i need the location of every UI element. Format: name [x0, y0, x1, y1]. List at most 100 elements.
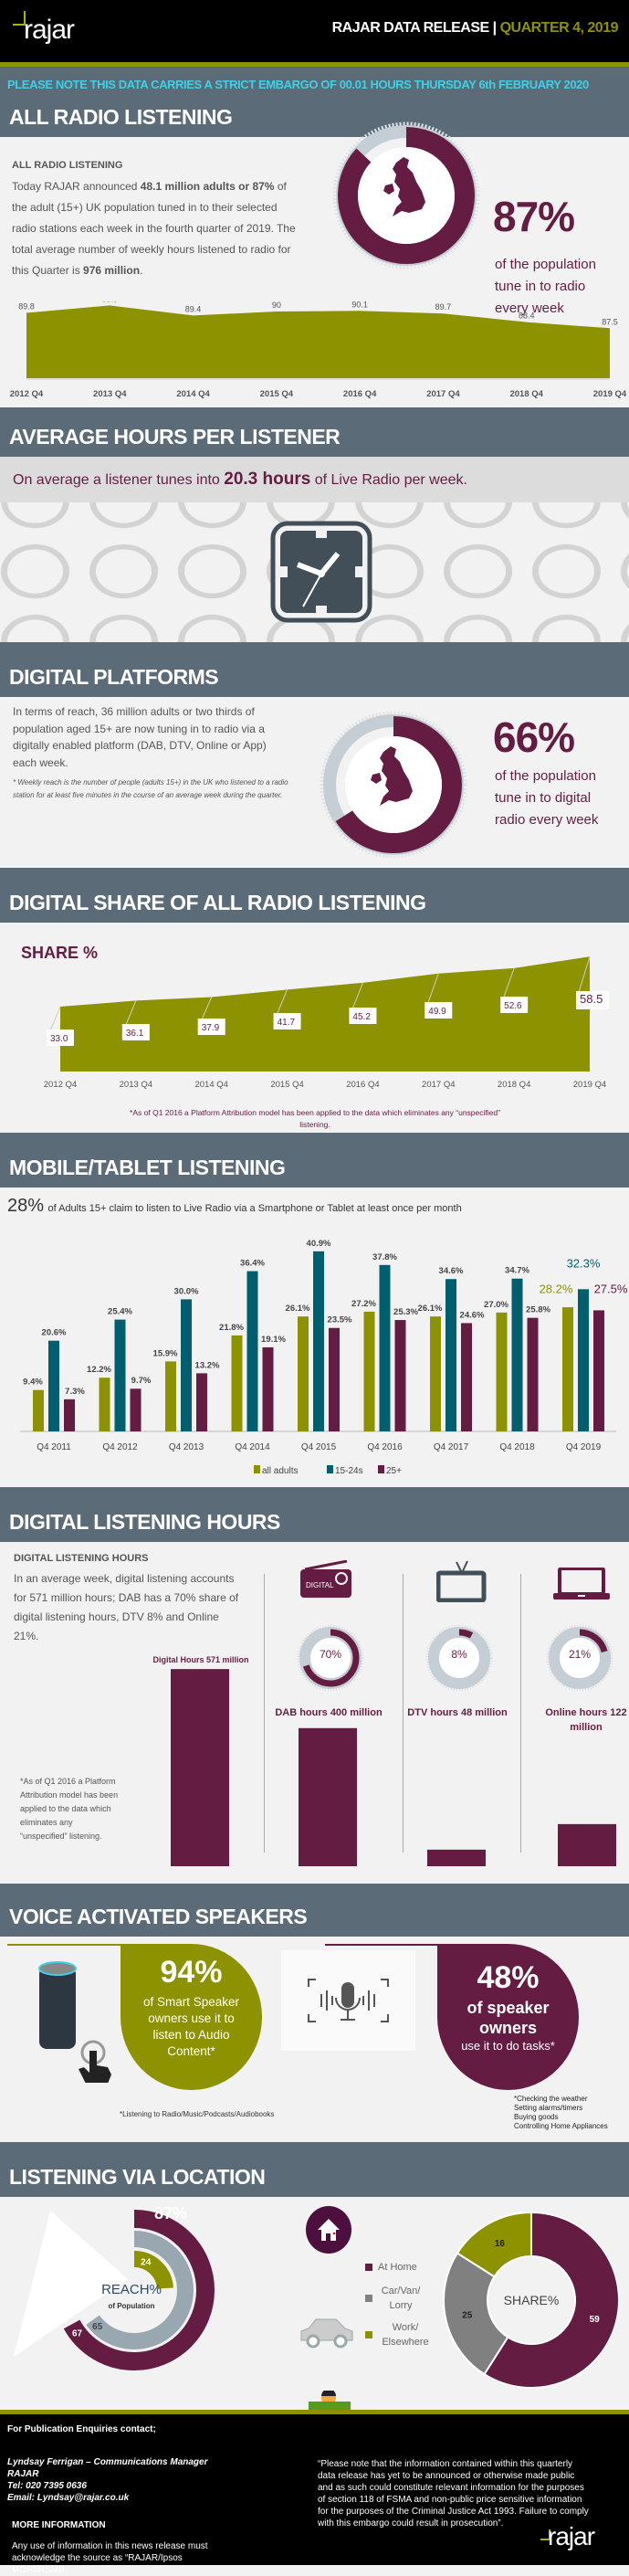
x-tick-label: Q4 2014: [235, 1442, 270, 1452]
bar-15-24s: [114, 1319, 126, 1431]
data-label: 13.2%: [195, 1360, 220, 1370]
donut-arc: [301, 1629, 360, 1687]
x-tick-label: 2012 Q4: [10, 389, 44, 399]
data-label: 26.1%: [286, 1304, 310, 1314]
digital-label: DIGITAL: [306, 1581, 334, 1589]
rajar-logo: rajar: [13, 9, 95, 50]
contact-name: Lyndsay Ferrigan – Communications Manage…: [7, 2457, 208, 2467]
embargo-disclaimer: “Please note that the information contai…: [318, 2459, 589, 2528]
divider: [520, 1574, 521, 1853]
data-label: 36.4%: [240, 1259, 265, 1269]
data-label: 25.3%: [393, 1307, 418, 1317]
quarter-label: QUARTER 4, 2019: [499, 20, 619, 36]
bar-25-: [329, 1327, 340, 1431]
data-label: 27.2%: [351, 1299, 376, 1309]
x-tick-label: 2014 Q4: [194, 1080, 227, 1090]
x-tick-label: 2018 Q4: [509, 389, 543, 399]
data-label: 21.8%: [219, 1323, 244, 1333]
car-icon: [300, 2318, 353, 2349]
data-label: 90: [272, 301, 281, 310]
x-tick-label: 2015 Q4: [260, 389, 294, 399]
data-label-box: [47, 1029, 74, 1046]
legend-item-car: Car/Van/ Lorry: [365, 2284, 438, 2313]
bar-all-adults: [298, 1316, 309, 1431]
x-tick-label: Q4 2019: [566, 1442, 602, 1452]
donut-border: [425, 1624, 493, 1692]
dlh-share-donuts: 70% 8% 21%: [297, 1624, 613, 1692]
share-title: SHARE%: [504, 2293, 560, 2307]
data-label-box: [500, 997, 529, 1013]
smart-speaker-icon: [38, 1961, 111, 2083]
data-label: 37.9: [202, 1023, 220, 1033]
donut-label: 8%: [451, 1648, 467, 1661]
hours-bar: [558, 1823, 616, 1866]
bar-15-24s: [511, 1278, 523, 1431]
audio-content-percent: 94%: [160, 1955, 223, 1990]
tasks-subtext: use it to do tasks*: [461, 2039, 555, 2053]
data-label: 9.4%: [23, 1378, 43, 1388]
donut-border: [297, 1624, 364, 1692]
bar-all-adults: [33, 1389, 44, 1431]
bar-all-adults: [562, 1307, 573, 1431]
voice-microphone-icon: [281, 1950, 415, 2051]
share-value-label: 25: [462, 2311, 473, 2321]
section-title: DIGITAL SHARE OF ALL RADIO LISTENING: [9, 891, 426, 914]
data-label: 20.6%: [42, 1328, 67, 1338]
donut-arc: [550, 1629, 609, 1687]
x-tick-label: 2013 Q4: [93, 389, 127, 399]
olive-rule: [0, 2410, 629, 2414]
section-header-digital-platforms: DIGITAL PLATFORMS: [0, 642, 629, 697]
tasks-percent: 48%: [477, 1960, 540, 1995]
data-label: 19.1%: [261, 1335, 286, 1345]
x-tick-label: Q4 2015: [301, 1442, 337, 1452]
data-label: 26.1%: [418, 1304, 443, 1314]
x-tick-label: 2012 Q4: [44, 1080, 77, 1090]
bar-25-: [527, 1317, 539, 1431]
legend-label: all adults: [262, 1466, 298, 1476]
bar-label: DTV hours 48 million: [407, 1707, 508, 1718]
section-title: MOBILE/TABLET LISTENING: [9, 1156, 286, 1179]
reach-title: REACH%: [101, 2282, 162, 2297]
bar-25-: [593, 1310, 604, 1431]
house-icon: [306, 2206, 351, 2254]
purple-rule: [325, 1944, 439, 1946]
divider: [264, 1574, 265, 1853]
reach-arc: [338, 127, 475, 264]
radio-reach-donut: [332, 121, 480, 269]
audio-content-text: of Smart Speaker owners use it to listen…: [142, 1995, 240, 2058]
dlh-note: *As of Q1 2016 a Platform Attribution mo…: [20, 1777, 119, 1841]
overall-reach-label: 87%: [154, 2204, 187, 2222]
bar-all-adults: [165, 1361, 176, 1431]
data-label: 49.9: [428, 1007, 446, 1017]
reach-value-label: 65: [92, 2322, 103, 2332]
digital-radio-icon: DIGITAL: [300, 1560, 351, 1598]
legend-label: 25+: [386, 1466, 402, 1476]
legend-swatch: [327, 1465, 333, 1473]
area-fill: [26, 305, 610, 378]
data-label: 58.5: [580, 992, 603, 1006]
data-label: 90.9: [102, 301, 119, 303]
olive-rule: [0, 62, 629, 67]
reach-subtitle: of Population: [108, 2302, 154, 2310]
more-info-heading: MORE INFORMATION: [12, 2520, 106, 2530]
bar-15-24s: [48, 1340, 59, 1431]
tasks-note-list: *Checking the weather Setting alarms/time…: [514, 2095, 608, 2130]
data-label: 45.2: [352, 1012, 371, 1022]
data-label: 52.6: [504, 1001, 522, 1011]
section-header-mobile: MOBILE/TABLET LISTENING: [0, 1133, 629, 1188]
digital-reach-donut: [320, 711, 467, 859]
hours-bar: [427, 1849, 486, 1866]
data-label: 89.7: [435, 302, 452, 311]
contact-heading: For Publication Enquiries contact;: [7, 2424, 156, 2434]
location-legend: At Home Car/Van/ Lorry Work/ Elsewhere: [365, 2258, 447, 2349]
digital-platforms-text: In terms of reach, 36 million adults or …: [13, 705, 267, 769]
section-title: DIGITAL LISTENING HOURS: [9, 1510, 280, 1534]
contact-email[interactable]: Email: Lyndsay@rajar.co.uk: [7, 2493, 130, 2503]
x-tick-label: Q4 2011: [37, 1442, 71, 1452]
legend-label: 15-24s: [335, 1466, 363, 1476]
section-title: AVERAGE HOURS PER LISTENER: [9, 425, 341, 449]
legend-swatch: [254, 1465, 260, 1473]
release-title: RAJAR DATA RELEASE: [331, 20, 490, 36]
data-label: 27.0%: [484, 1300, 508, 1310]
legend-swatch: [378, 1465, 384, 1473]
